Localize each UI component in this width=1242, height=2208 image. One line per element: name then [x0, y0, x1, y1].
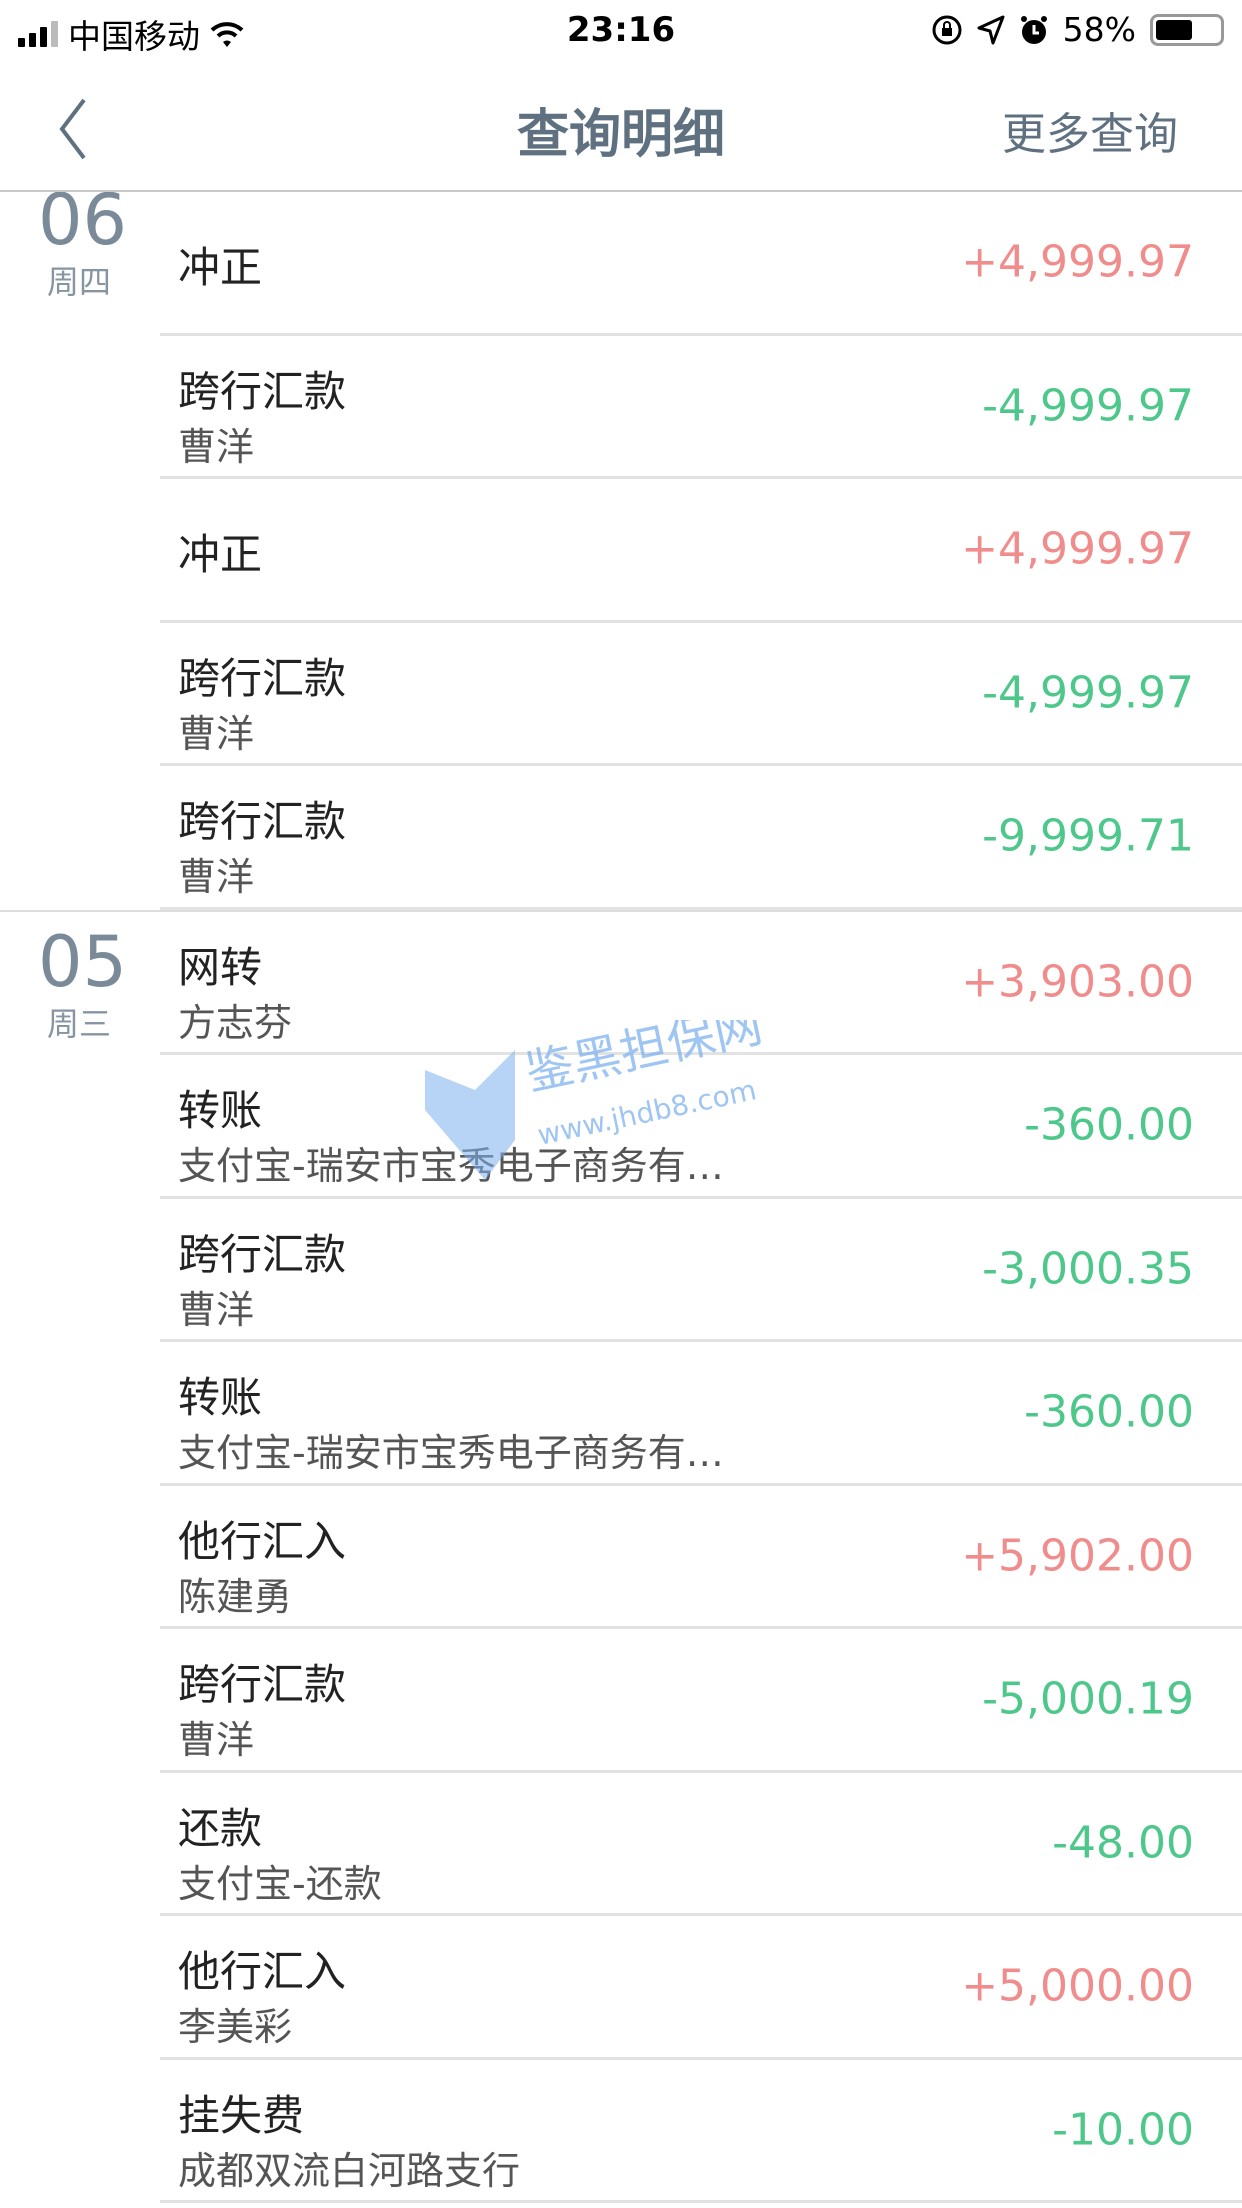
clock: 23:16 — [566, 10, 676, 50]
transaction-title: 冲正 — [178, 243, 263, 293]
transaction-title: 还款 — [178, 1803, 263, 1853]
transaction-counterparty: 曹洋 — [178, 424, 255, 469]
transaction-title: 跨行汇款 — [178, 1660, 347, 1709]
day-number: 05 — [38, 920, 128, 1003]
transaction-amount: +4,999.97 — [961, 236, 1194, 288]
transaction-amount: +5,902.00 — [961, 1530, 1194, 1582]
signal-icon — [18, 21, 58, 47]
transaction-counterparty: 曹洋 — [178, 1287, 255, 1332]
transaction-amount: +5,000.00 — [961, 1960, 1194, 2012]
day-number: 06 — [38, 192, 128, 261]
transaction-title: 转账 — [178, 1373, 263, 1422]
weekday: 周三 — [46, 1004, 111, 1043]
transaction-counterparty: 曹洋 — [178, 711, 255, 756]
transaction-amount: -3,000.35 — [982, 1243, 1194, 1295]
alarm-icon — [1020, 15, 1047, 44]
date-group: 06 周四 冲正 +4,999.97 跨行汇款 曹洋 -4,999.97 冲正 +… — [0, 192, 1242, 910]
transaction-row[interactable]: 他行汇入 陈建勇 +5,902.00 — [160, 1486, 1242, 1629]
transaction-title: 他行汇入 — [178, 1947, 347, 1996]
transaction-row[interactable]: 网转 方志芬 +3,903.00 — [160, 912, 1242, 1055]
transaction-counterparty: 陈建勇 — [178, 1574, 293, 1619]
battery-icon — [1150, 13, 1224, 46]
wifi-icon — [210, 22, 244, 47]
transaction-row[interactable]: 跨行汇款 曹洋 -4,999.97 — [160, 336, 1242, 479]
transaction-title: 网转 — [178, 942, 263, 992]
transaction-title: 冲正 — [178, 530, 263, 580]
carrier: 中国移动 — [68, 17, 200, 56]
transaction-row[interactable]: 跨行汇款 曹洋 -4,999.97 — [160, 623, 1242, 766]
transaction-row[interactable]: 转账 支付宝-瑞安市宝秀电子商务有… -360.00 — [160, 1055, 1242, 1199]
transaction-row[interactable]: 跨行汇款 曹洋 -3,000.35 — [160, 1199, 1242, 1342]
transaction-title: 跨行汇款 — [178, 797, 347, 846]
transaction-amount: -10.00 — [1052, 2104, 1194, 2156]
transaction-title: 他行汇入 — [178, 1516, 347, 1566]
transaction-row[interactable]: 跨行汇款 曹洋 -9,999.71 — [160, 766, 1242, 910]
transaction-amount: -9,999.71 — [982, 810, 1194, 862]
transaction-row[interactable]: 转账 支付宝-瑞安市宝秀电子商务有… -360.00 — [160, 1342, 1242, 1486]
date-label: 06 周四 — [38, 192, 128, 304]
transaction-title: 跨行汇款 — [178, 653, 347, 703]
transaction-counterparty: 成都双流白河路支行 — [178, 2148, 521, 2193]
transaction-amount: -4,999.97 — [982, 667, 1194, 719]
transaction-row[interactable]: 挂失费 成都双流白河路支行 -10.00 — [160, 2060, 1242, 2203]
date-label: 05 周三 — [38, 920, 128, 1046]
nav-bar: 查询明细 更多查询 — [0, 64, 1242, 192]
transaction-amount: -48.00 — [1052, 1817, 1194, 1869]
transaction-row[interactable]: 冲正 +4,999.97 — [160, 192, 1242, 336]
battery-percent: 58% — [1062, 10, 1136, 49]
location-icon — [977, 15, 1005, 44]
transaction-list[interactable]: 06 周四 冲正 +4,999.97 跨行汇款 曹洋 -4,999.97 冲正 +… — [0, 192, 1242, 2208]
transaction-row[interactable]: 冲正 +4,999.97 — [160, 479, 1242, 623]
transaction-amount: +3,903.00 — [961, 956, 1194, 1008]
transaction-counterparty: 曹洋 — [178, 1718, 255, 1762]
transaction-title: 转账 — [178, 1086, 263, 1135]
date-group: 05 周三 网转 方志芬 +3,903.00 转账 支付宝-瑞安市宝秀电子商务有…… — [0, 909, 1242, 2203]
more-query-button[interactable]: 更多查询 — [1002, 109, 1178, 160]
transaction-amount: -360.00 — [1024, 1386, 1194, 1438]
transaction-title: 跨行汇款 — [178, 366, 347, 416]
transaction-row[interactable]: 还款 支付宝-还款 -48.00 — [160, 1773, 1242, 1916]
transaction-amount: -4,999.97 — [982, 380, 1194, 432]
transaction-amount: +4,999.97 — [961, 523, 1194, 575]
rotation-lock-icon — [932, 15, 962, 44]
transaction-row[interactable]: 跨行汇款 曹洋 -5,000.19 — [160, 1629, 1242, 1773]
transaction-counterparty: 支付宝-瑞安市宝秀电子商务有… — [178, 1431, 724, 1475]
transaction-amount: -5,000.19 — [982, 1673, 1194, 1725]
back-button[interactable] — [52, 94, 102, 164]
transaction-title: 跨行汇款 — [178, 1229, 347, 1279]
transaction-row[interactable]: 他行汇入 李美彩 +5,000.00 — [160, 1916, 1242, 2060]
transaction-counterparty: 支付宝-还款 — [178, 1861, 382, 1906]
weekday: 周四 — [46, 263, 111, 301]
page-title: 查询明细 — [516, 105, 725, 165]
status-bar: 中国移动 23:16 58% — [0, 0, 1242, 64]
transaction-counterparty: 曹洋 — [178, 855, 255, 899]
transaction-counterparty: 方志芬 — [178, 1000, 293, 1045]
transaction-amount: -360.00 — [1024, 1099, 1194, 1151]
transaction-counterparty: 支付宝-瑞安市宝秀电子商务有… — [178, 1144, 724, 1188]
transaction-title: 挂失费 — [178, 2090, 305, 2140]
transaction-counterparty: 李美彩 — [178, 2005, 293, 2049]
